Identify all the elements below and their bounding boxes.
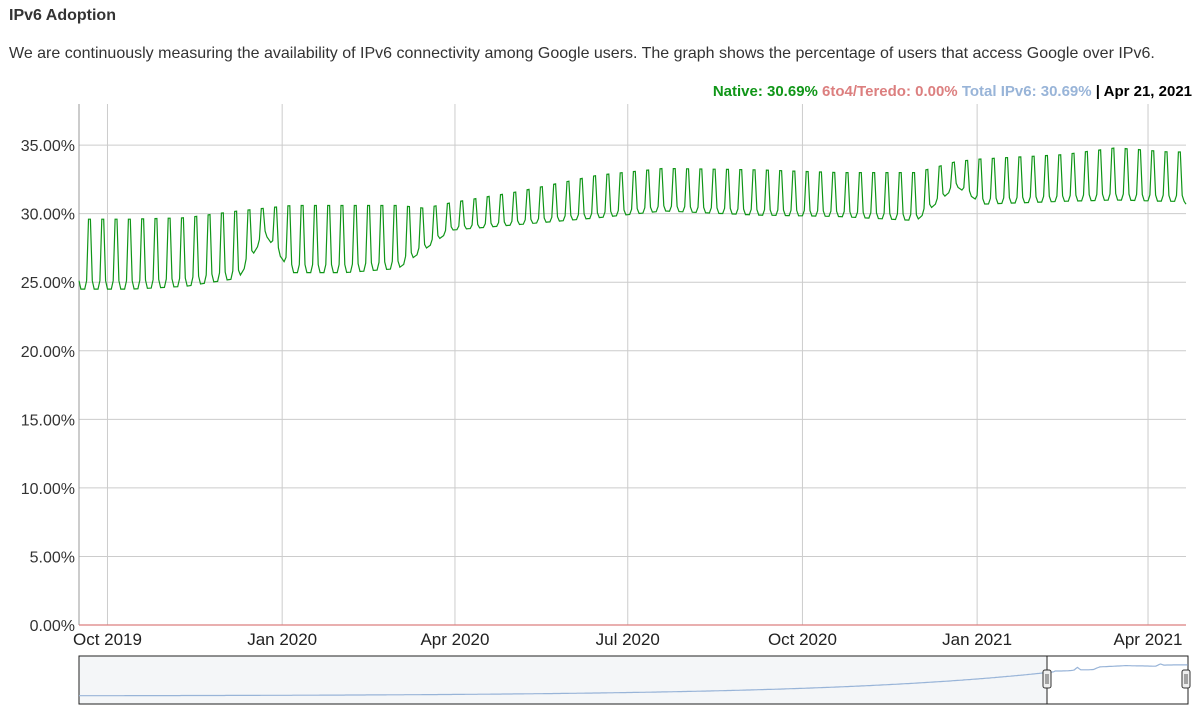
range-navigator[interactable] <box>78 655 1191 705</box>
navigator-handle-grip[interactable] <box>1181 669 1191 689</box>
x-tick-label: Apr 2020 <box>420 630 489 649</box>
x-tick-label: Oct 2019 <box>73 630 142 649</box>
x-tick-label: Jul 2020 <box>596 630 660 649</box>
y-tick-label: 25.00% <box>21 275 75 292</box>
y-tick-label: 10.00% <box>21 481 75 498</box>
y-axis-labels: 0.00% 5.00% 10.00% 15.00% 20.00% 25.00% 30.00%… <box>21 138 75 635</box>
page-title: IPv6 Adoption <box>9 7 116 24</box>
y-tick-label: 5.00% <box>30 549 75 566</box>
y-tick-label: 0.00% <box>30 618 75 635</box>
navigator-right-handle[interactable] <box>1181 669 1191 689</box>
navigator-background <box>78 655 1189 705</box>
y-tick-label: 35.00% <box>21 138 75 155</box>
page-description: We are continuously measuring the availa… <box>9 45 1155 62</box>
legend-teredo: 6to4/Teredo: 0.00% <box>822 83 958 100</box>
x-tick-label: Jan 2021 <box>942 630 1012 649</box>
y-tick-label: 30.00% <box>21 207 75 224</box>
legend-total: Total IPv6: 30.69% <box>961 83 1092 100</box>
y-tick-label: 15.00% <box>21 412 75 429</box>
legend-separator: | <box>1095 83 1100 100</box>
navigator-selection[interactable] <box>1046 655 1189 705</box>
legend: Native: 30.69% 6to4/Teredo: 0.00% Total … <box>713 83 1192 100</box>
legend-date: Apr 21, 2021 <box>1103 83 1192 100</box>
navigator-handle-grip[interactable] <box>1042 669 1052 689</box>
native-series-line <box>78 147 1187 290</box>
chart-series <box>78 147 1187 626</box>
x-tick-label: Oct 2020 <box>768 630 837 649</box>
x-axis-labels: Oct 2019 Jan 2020 Apr 2020 Jul 2020 Oct 2020… <box>73 630 1183 649</box>
navigator-left-handle[interactable] <box>1042 669 1052 689</box>
x-tick-label: Apr 2021 <box>1114 630 1183 649</box>
navigator-series-line <box>79 663 1188 697</box>
x-tick-label: Jan 2020 <box>247 630 317 649</box>
y-tick-label: 20.00% <box>21 344 75 361</box>
legend-native: Native: 30.69% <box>712 83 818 100</box>
